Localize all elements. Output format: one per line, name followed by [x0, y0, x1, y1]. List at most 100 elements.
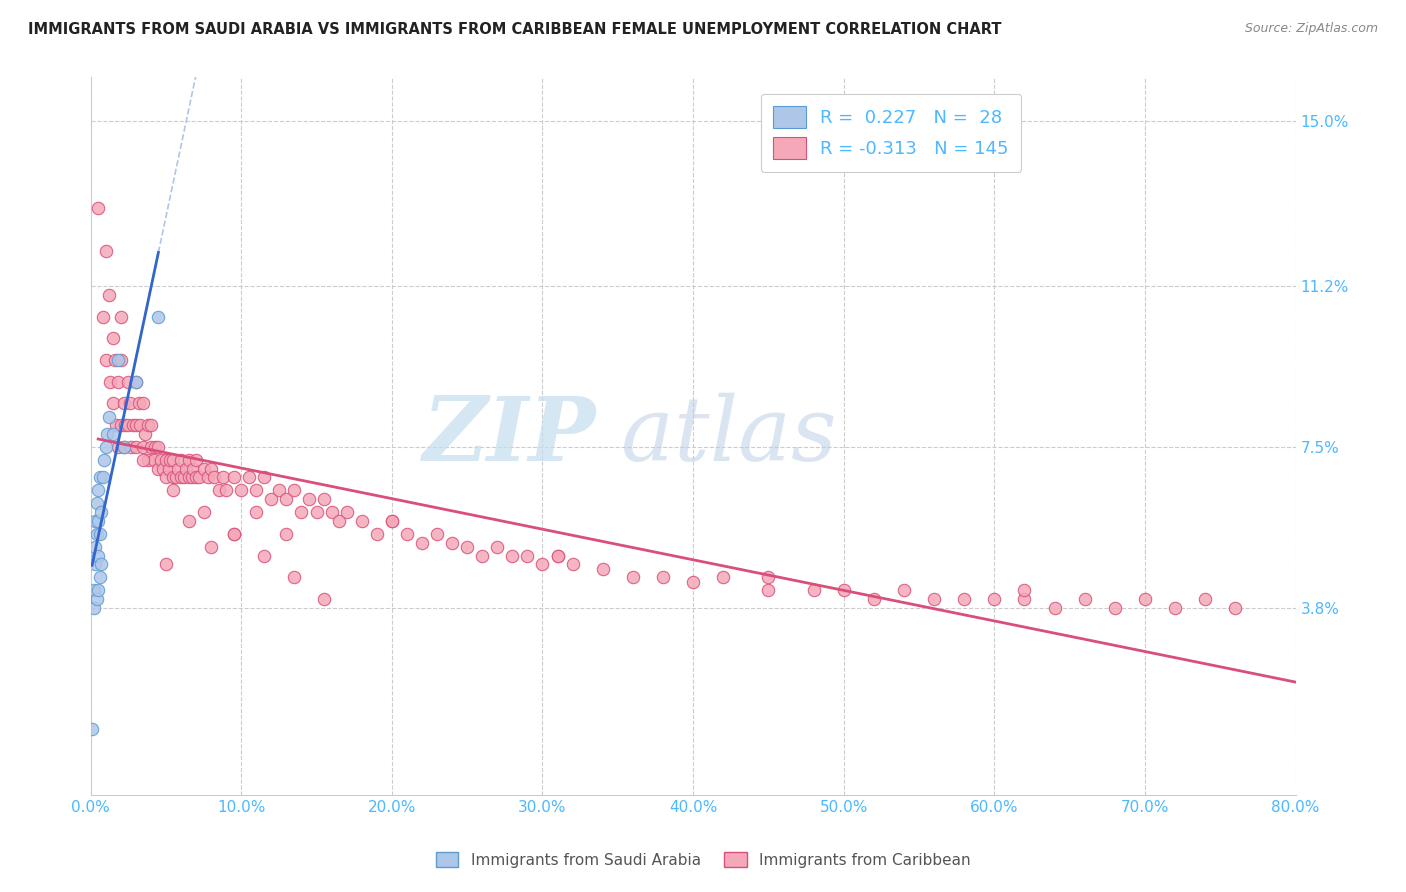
Point — [84, 514, 107, 528]
Point — [117, 375, 139, 389]
Point — [167, 461, 190, 475]
Point — [547, 549, 569, 563]
Point — [157, 461, 180, 475]
Point — [276, 492, 298, 507]
Point — [86, 592, 108, 607]
Point — [170, 470, 193, 484]
Point — [120, 440, 142, 454]
Point — [142, 453, 165, 467]
Point — [94, 244, 117, 259]
Text: Source: ZipAtlas.com: Source: ZipAtlas.com — [1244, 22, 1378, 36]
Point — [471, 549, 494, 563]
Point — [253, 549, 276, 563]
Point — [145, 440, 167, 454]
Point — [832, 583, 855, 598]
Point — [953, 592, 976, 607]
Point — [132, 396, 155, 410]
Point — [110, 418, 132, 433]
Point — [87, 549, 110, 563]
Point — [184, 470, 207, 484]
Point — [125, 375, 148, 389]
Point — [152, 461, 174, 475]
Point — [1104, 600, 1126, 615]
Point — [129, 418, 152, 433]
Point — [132, 440, 155, 454]
Point — [245, 483, 267, 498]
Point — [89, 570, 111, 584]
Point — [312, 492, 335, 507]
Point — [253, 470, 276, 484]
Point — [922, 592, 945, 607]
Point — [267, 483, 290, 498]
Point — [128, 396, 150, 410]
Point — [125, 440, 148, 454]
Point — [193, 461, 215, 475]
Point — [134, 426, 156, 441]
Point — [150, 453, 173, 467]
Point — [682, 574, 704, 589]
Point — [155, 470, 177, 484]
Point — [94, 353, 117, 368]
Point — [758, 583, 780, 598]
Point — [1225, 600, 1247, 615]
Point — [200, 461, 222, 475]
Point — [238, 470, 260, 484]
Point — [441, 535, 464, 549]
Point — [148, 310, 170, 324]
Point — [215, 483, 238, 498]
Point — [117, 418, 139, 433]
Point — [173, 470, 195, 484]
Point — [104, 353, 127, 368]
Point — [103, 331, 125, 345]
Point — [83, 583, 105, 598]
Point — [531, 558, 554, 572]
Point — [1073, 592, 1095, 607]
Point — [177, 514, 200, 528]
Text: IMMIGRANTS FROM SAUDI ARABIA VS IMMIGRANTS FROM CARIBBEAN FEMALE UNEMPLOYMENT CO: IMMIGRANTS FROM SAUDI ARABIA VS IMMIGRAN… — [28, 22, 1001, 37]
Point — [91, 470, 114, 484]
Point — [312, 592, 335, 607]
Point — [162, 483, 184, 498]
Point — [112, 396, 135, 410]
Point — [155, 558, 177, 572]
Point — [652, 570, 675, 584]
Point — [89, 527, 111, 541]
Point — [84, 540, 107, 554]
Point — [501, 549, 523, 563]
Point — [381, 514, 404, 528]
Point — [112, 440, 135, 454]
Point — [105, 418, 128, 433]
Point — [96, 426, 118, 441]
Point — [222, 470, 245, 484]
Point — [411, 535, 433, 549]
Point — [426, 527, 449, 541]
Point — [87, 514, 110, 528]
Point — [87, 201, 110, 215]
Point — [1043, 600, 1066, 615]
Point — [98, 375, 121, 389]
Point — [1194, 592, 1216, 607]
Point — [197, 470, 219, 484]
Point — [136, 453, 159, 467]
Point — [321, 505, 343, 519]
Point — [711, 570, 734, 584]
Point — [561, 558, 583, 572]
Point — [159, 453, 181, 467]
Point — [621, 570, 644, 584]
Point — [516, 549, 538, 563]
Point — [125, 375, 148, 389]
Point — [283, 483, 305, 498]
Point — [245, 505, 267, 519]
Point — [181, 461, 204, 475]
Point — [89, 470, 111, 484]
Point — [212, 470, 235, 484]
Point — [366, 527, 388, 541]
Point — [103, 426, 125, 441]
Point — [118, 396, 141, 410]
Point — [91, 310, 114, 324]
Point — [107, 375, 129, 389]
Point — [97, 409, 120, 424]
Point — [592, 562, 614, 576]
Legend: R =  0.227   N =  28, R = -0.313   N = 145: R = 0.227 N = 28, R = -0.313 N = 145 — [761, 94, 1022, 172]
Point — [381, 514, 404, 528]
